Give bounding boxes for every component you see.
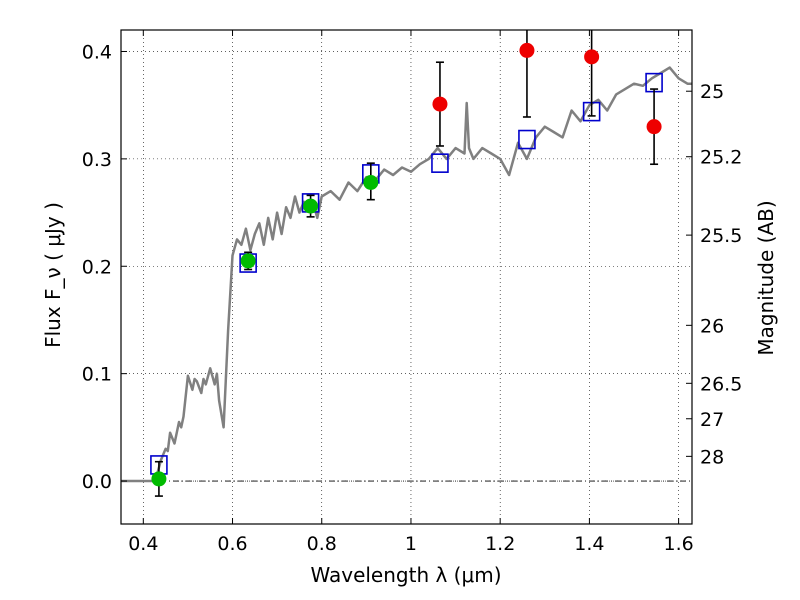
- y-tick-label: 0.1: [82, 364, 112, 386]
- measurement-point: [646, 119, 662, 135]
- detection-point: [303, 198, 319, 214]
- mag-tick-label: 26: [700, 315, 724, 337]
- mag-tick-label: 25: [700, 81, 724, 103]
- measurement-point: [584, 49, 600, 65]
- y-tick-label: 0.3: [82, 149, 112, 171]
- y-axis-label-group: Flux F_ν ( μJy ): [41, 202, 65, 348]
- detection-point: [151, 471, 167, 487]
- mag-tick-label: 25.5: [700, 225, 742, 247]
- y-tick-label: 0.2: [82, 256, 112, 278]
- measurement-point: [519, 42, 535, 58]
- model-photometry-square: [431, 153, 449, 173]
- x-tick-label: 1.2: [485, 533, 515, 555]
- measurement-point: [432, 96, 448, 112]
- mag-tick-label: 26.5: [700, 373, 742, 395]
- mag-tick-label: 28: [700, 446, 724, 468]
- model-photometry-square: [518, 129, 536, 150]
- x-tick-label: 0.6: [217, 533, 247, 555]
- axes: 0.4 0.6 0.8 1 1.2 1.4 1.6 0.0 0.1 0.2 0.3 0.4 25 25.2…: [82, 30, 742, 555]
- mag-tick-label: 27: [700, 409, 724, 431]
- x-axis-label: Wavelength λ (μm): [310, 563, 501, 587]
- x-tick-label: 0.4: [128, 533, 158, 555]
- series-layer: [121, 30, 692, 497]
- y-axis-label: Flux F_ν ( μJy ): [41, 202, 65, 348]
- plot-frame: [120, 29, 693, 525]
- mag-tick-label: 25.2: [700, 147, 742, 169]
- y-tick-label: 0.4: [82, 41, 112, 63]
- detection-point: [363, 174, 379, 190]
- x-tick-label: 1.6: [664, 533, 694, 555]
- x-tick-label: 0.8: [307, 533, 337, 555]
- y2-axis-label-group: Magnitude (AB): [754, 200, 778, 355]
- detection-point: [240, 253, 256, 269]
- y-tick-label: 0.0: [82, 471, 112, 493]
- model-sed-line: [121, 66, 692, 483]
- x-tick-label: 1.4: [574, 533, 604, 555]
- x-tick-label: 1: [405, 533, 417, 555]
- y2-axis-label: Magnitude (AB): [754, 200, 778, 355]
